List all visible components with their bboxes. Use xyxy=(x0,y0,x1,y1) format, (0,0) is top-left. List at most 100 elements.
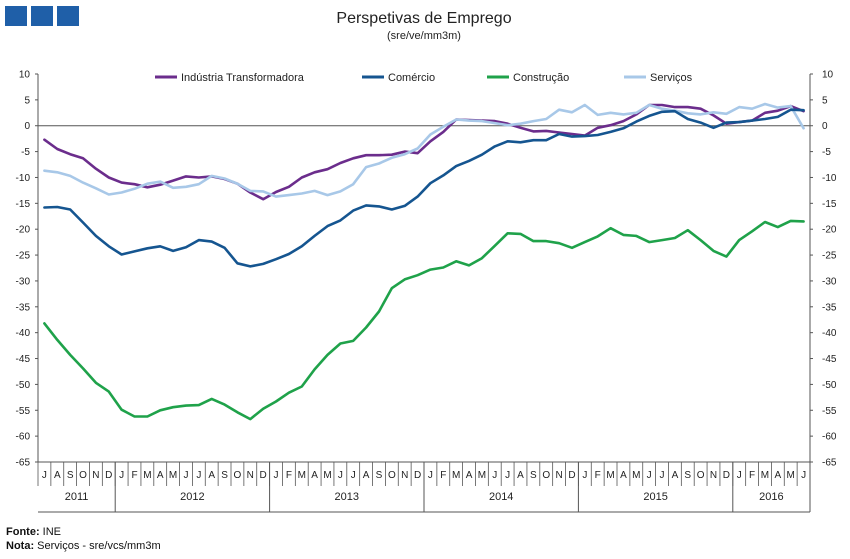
x-month-label: J xyxy=(183,470,188,481)
note-label: Nota: xyxy=(6,540,35,552)
y-tick-label-right: -60 xyxy=(822,432,837,443)
y-tick-label-left: 5 xyxy=(24,95,30,106)
x-month-label: J xyxy=(801,470,806,481)
y-tick-label-left: -55 xyxy=(16,406,31,417)
y-tick-label-left: -20 xyxy=(16,225,31,236)
x-month-label: A xyxy=(363,470,370,481)
chart-subtitle: (sre/ve/mm3m) xyxy=(387,30,461,42)
x-month-label: F xyxy=(440,470,446,481)
source-value: INE xyxy=(42,526,62,538)
x-month-label: O xyxy=(542,470,550,481)
y-tick-label-right: -20 xyxy=(822,225,837,236)
x-month-label: J xyxy=(492,470,497,481)
legend: Indústria Transformadora Comércio Construç… xyxy=(155,72,693,84)
x-month-label: J xyxy=(660,470,665,481)
x-year-label: 2013 xyxy=(335,491,359,503)
x-month-label: D xyxy=(723,470,730,481)
x-month-label: A xyxy=(311,470,318,481)
x-month-label: S xyxy=(530,470,537,481)
x-month-label: N xyxy=(401,470,408,481)
x-year-label: 2016 xyxy=(759,491,783,503)
x-month-label: O xyxy=(79,470,87,481)
x-month-label: J xyxy=(274,470,279,481)
x-month-label: O xyxy=(697,470,705,481)
legend-label-servicos: Serviços xyxy=(650,72,693,84)
chart-canvas: Perspetivas de Emprego (sre/ve/mm3m) Ind… xyxy=(5,6,837,513)
y-tick-label-left: -10 xyxy=(16,173,31,184)
y-tick-label-left: -50 xyxy=(16,380,31,391)
x-month-label: J xyxy=(737,470,742,481)
plot-area xyxy=(43,102,805,421)
y-tick-label-right: -30 xyxy=(822,276,837,287)
x-month-label: J xyxy=(119,470,124,481)
y-tick-label-right: -40 xyxy=(822,328,837,339)
y-tick-label-right: 0 xyxy=(822,121,828,132)
x-month-label: S xyxy=(684,470,691,481)
y-tick-label-left: -5 xyxy=(21,147,30,158)
footnote: Nota: Serviços - sre/vcs/mm3m xyxy=(6,539,161,553)
brand-square-1 xyxy=(5,6,27,26)
x-month-label: D xyxy=(414,470,421,481)
y-tick-label-right: -45 xyxy=(822,354,837,365)
x-month-label: O xyxy=(388,470,396,481)
source-note: Fonte: INE xyxy=(6,525,161,539)
y-tick-label-right: -50 xyxy=(822,380,837,391)
x-month-label: J xyxy=(351,470,356,481)
x-month-label: F xyxy=(286,470,292,481)
x-month-label: A xyxy=(620,470,627,481)
x-month-label: M xyxy=(452,470,460,481)
brand-square-2 xyxy=(31,6,53,26)
y-tick-label-right: -15 xyxy=(822,199,837,210)
y-tick-label-left: -40 xyxy=(16,328,31,339)
y-tick-label-left: 0 xyxy=(24,121,30,132)
x-month-label: J xyxy=(338,470,343,481)
y-tick-label-right: -5 xyxy=(822,147,831,158)
series-line-construcao xyxy=(43,219,805,421)
x-month-label: S xyxy=(376,470,383,481)
x-month-label: D xyxy=(568,470,575,481)
y-tick-label-left: -60 xyxy=(16,432,31,443)
y-tick-label-right: -25 xyxy=(822,251,837,262)
legend-label-comercio: Comércio xyxy=(388,72,435,84)
x-year-label: 2015 xyxy=(643,491,667,503)
x-month-label: M xyxy=(787,470,795,481)
brand-logo xyxy=(5,6,79,26)
series-line-comercio xyxy=(43,108,805,268)
y-tick-label-left: -25 xyxy=(16,251,31,262)
x-month-label: A xyxy=(672,470,679,481)
x-month-label: D xyxy=(105,470,112,481)
x-year-label: 2014 xyxy=(489,491,513,503)
x-month-label: M xyxy=(761,470,769,481)
y-tick-label-left: -35 xyxy=(16,302,31,313)
x-month-label: A xyxy=(54,470,61,481)
x-month-label: S xyxy=(221,470,228,481)
x-month-label: J xyxy=(582,470,587,481)
x-month-label: M xyxy=(143,470,151,481)
x-month-label: J xyxy=(42,470,47,481)
x-month-label: J xyxy=(196,470,201,481)
series-line-industria-transformadora xyxy=(43,103,805,201)
y-tick-label-left: -45 xyxy=(16,354,31,365)
series-line-servicos xyxy=(43,102,805,198)
brand-square-3 xyxy=(57,6,79,26)
x-month-label: F xyxy=(749,470,755,481)
x-month-label: D xyxy=(260,470,267,481)
x-month-label: N xyxy=(247,470,254,481)
x-month-label: A xyxy=(517,470,524,481)
legend-label-industria-transformadora: Indústria Transformadora xyxy=(181,72,305,84)
x-month-label: M xyxy=(632,470,640,481)
x-month-label: N xyxy=(710,470,717,481)
x-month-label: S xyxy=(67,470,74,481)
y-tick-label-left: -65 xyxy=(16,458,31,469)
x-month-label: A xyxy=(208,470,215,481)
x-month-label: O xyxy=(234,470,242,481)
x-month-label: N xyxy=(555,470,562,481)
x-month-label: J xyxy=(428,470,433,481)
y-tick-label-right: -10 xyxy=(822,173,837,184)
x-month-label: M xyxy=(606,470,614,481)
x-month-label: F xyxy=(595,470,601,481)
x-year-label: 2012 xyxy=(180,491,204,503)
x-month-label: M xyxy=(323,470,331,481)
x-month-label: J xyxy=(505,470,510,481)
